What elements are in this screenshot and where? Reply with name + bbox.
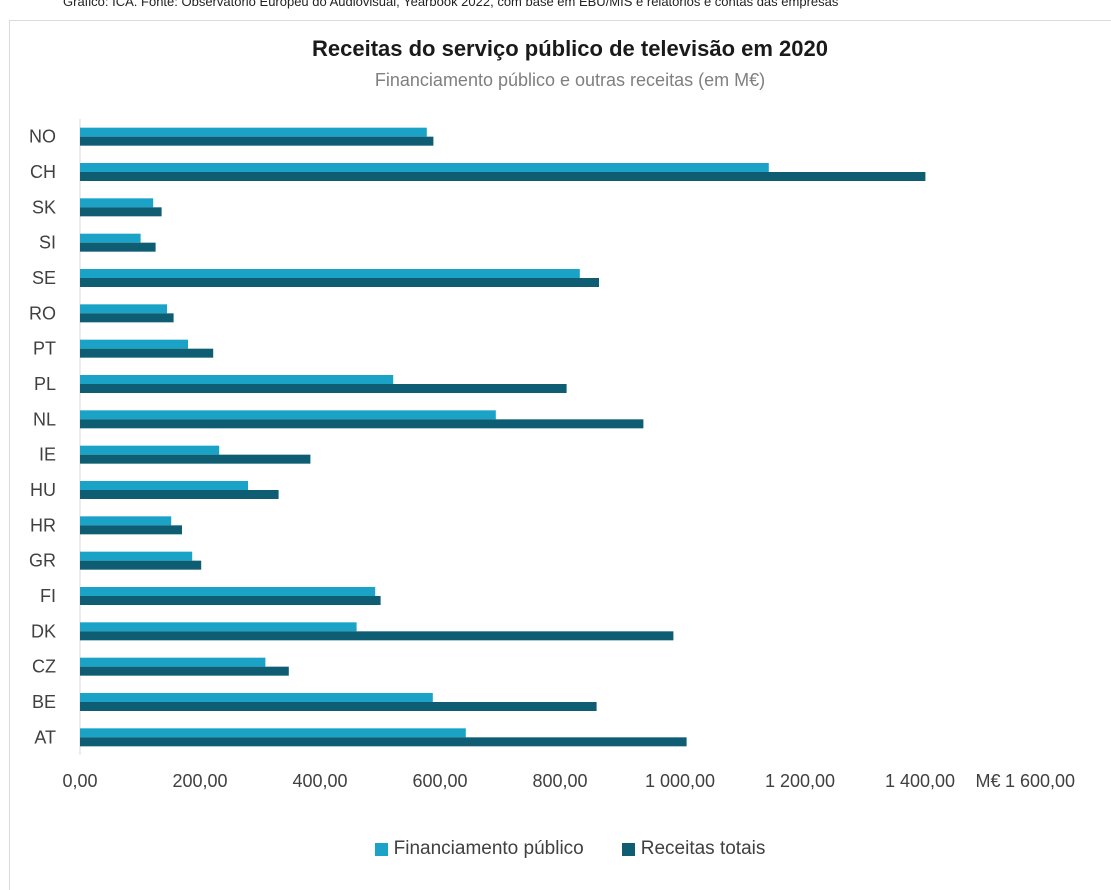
legend-label: Financiamento público xyxy=(393,838,584,859)
bar-financiamento-se xyxy=(80,269,580,278)
bar-financiamento-dk xyxy=(80,622,357,632)
bar-financiamento-ie xyxy=(80,445,220,455)
x-axis-unit-label: M€ xyxy=(975,771,1000,791)
bar-receitas-ro xyxy=(80,313,174,323)
bar-receitas-se xyxy=(80,278,599,287)
y-tick-label: NO xyxy=(29,127,56,147)
bar-receitas-no xyxy=(80,136,434,146)
bar-financiamento-fi xyxy=(80,587,376,596)
y-tick-label: SK xyxy=(32,197,56,217)
y-tick-label: SE xyxy=(32,268,56,288)
bar-financiamento-be xyxy=(80,693,433,702)
bar-financiamento-ro xyxy=(80,304,167,314)
bar-financiamento-at xyxy=(80,728,466,738)
chart-frame xyxy=(9,20,1111,890)
bar-receitas-ch xyxy=(80,172,926,181)
bar-receitas-cz xyxy=(80,666,289,676)
bar-receitas-hr xyxy=(80,525,182,535)
x-tick-label: 400,00 xyxy=(292,771,347,791)
bar-financiamento-ch xyxy=(80,163,769,172)
bar-receitas-sk xyxy=(80,207,162,217)
bar-receitas-si xyxy=(80,242,156,252)
legend-swatch xyxy=(374,842,388,856)
bar-financiamento-pt xyxy=(80,339,188,349)
y-tick-label: PT xyxy=(33,339,56,359)
bar-receitas-pl xyxy=(80,384,567,393)
bar-receitas-be xyxy=(80,702,597,711)
y-tick-label: AT xyxy=(34,727,56,747)
y-tick-label: HU xyxy=(30,480,56,500)
y-tick-label: RO xyxy=(29,303,56,323)
legend-swatch xyxy=(621,842,635,856)
chart-subtitle: Financiamento público e outras receitas … xyxy=(374,70,766,90)
y-tick-label: BE xyxy=(32,692,56,712)
y-tick-label: SI xyxy=(39,233,56,253)
legend-item-series-0: Financiamento público xyxy=(374,838,584,860)
y-tick-label: NL xyxy=(33,409,56,429)
bar-financiamento-no xyxy=(80,127,427,137)
bar-receitas-gr xyxy=(80,560,202,570)
bar-receitas-pt xyxy=(80,348,214,358)
bar-financiamento-pl xyxy=(80,375,394,384)
x-tick-label: 200,00 xyxy=(172,771,227,791)
y-tick-label: IE xyxy=(39,445,56,465)
x-tick-label: 1 600,00 xyxy=(1005,771,1075,791)
bar-financiamento-nl xyxy=(80,410,496,420)
chart-title: Receitas do serviço público de televisão… xyxy=(311,36,828,61)
bar-receitas-ie xyxy=(80,454,311,464)
legend-item-series-1: Receitas totais xyxy=(621,838,766,860)
bar-financiamento-sk xyxy=(80,198,154,208)
bar-receitas-at xyxy=(80,737,687,747)
bar-financiamento-hr xyxy=(80,516,172,526)
x-tick-label: 1 000,00 xyxy=(645,771,715,791)
bar-financiamento-cz xyxy=(80,657,266,667)
bar-financiamento-hu xyxy=(80,481,248,490)
y-tick-label: HR xyxy=(30,515,56,535)
x-tick-label: 1 400,00 xyxy=(885,771,955,791)
x-tick-label: 1 200,00 xyxy=(765,771,835,791)
x-tick-label: 800,00 xyxy=(532,771,587,791)
x-tick-label: 0,00 xyxy=(62,771,97,791)
bar-receitas-hu xyxy=(80,490,279,499)
bar-financiamento-gr xyxy=(80,551,193,561)
legend: Financiamento público Receitas totais xyxy=(0,838,1111,860)
bar-receitas-fi xyxy=(80,596,381,605)
bar-receitas-nl xyxy=(80,419,644,429)
y-tick-label: GR xyxy=(29,551,56,571)
bar-receitas-dk xyxy=(80,631,674,641)
y-tick-label: PL xyxy=(34,374,56,394)
y-tick-label: CH xyxy=(30,162,56,182)
legend-label: Receitas totais xyxy=(640,838,766,859)
bar-financiamento-si xyxy=(80,233,141,243)
y-tick-label: DK xyxy=(31,621,56,641)
y-tick-label: CZ xyxy=(32,657,56,677)
x-tick-label: 600,00 xyxy=(412,771,467,791)
source-note: Gráfico: ICA. Fonte: Observatório Europe… xyxy=(63,0,839,9)
y-tick-label: FI xyxy=(40,586,56,606)
